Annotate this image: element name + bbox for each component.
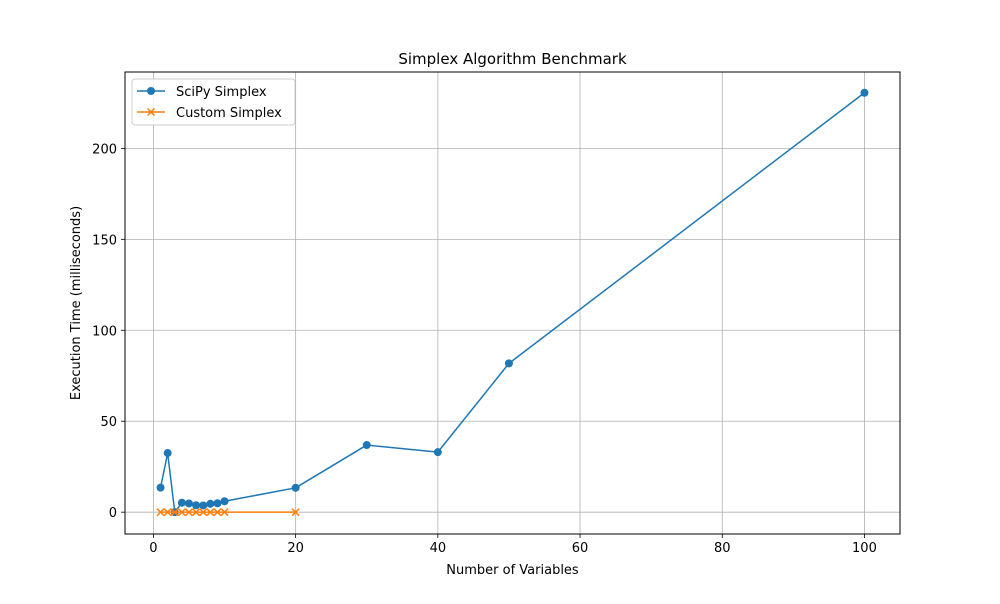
data-point-scipy-simplex — [192, 501, 201, 510]
series-layer — [156, 88, 869, 517]
data-point-custom-simplex — [213, 508, 222, 517]
data-point-scipy-simplex — [184, 499, 193, 508]
y-axis-label: Execution Time (milliseconds) — [69, 206, 84, 400]
plot-frame — [124, 71, 901, 535]
y-tick-label: 150 — [92, 233, 117, 248]
data-point-scipy-simplex — [163, 449, 172, 458]
data-point-custom-simplex — [206, 508, 215, 517]
tick-layer: 0 20 40 60 80 100 0 50 100 150 200 — [92, 142, 877, 556]
x-tick-label: 40 — [430, 541, 447, 556]
legend-box — [131, 78, 296, 126]
data-point-custom-simplex — [199, 508, 208, 517]
data-point-custom-simplex — [170, 508, 179, 517]
y-tick-label: 50 — [100, 415, 117, 430]
grid-layer — [125, 72, 900, 534]
legend-marker-custom — [146, 107, 156, 117]
data-point-custom-simplex — [177, 508, 186, 517]
x-tick-label: 100 — [852, 541, 877, 556]
data-point-scipy-simplex — [213, 499, 222, 508]
x-tick-label: 0 — [149, 541, 157, 556]
data-point-custom-simplex — [163, 508, 172, 517]
data-point-scipy-simplex — [504, 359, 513, 368]
chart-title: Simplex Algorithm Benchmark — [398, 50, 627, 68]
data-point-custom-simplex — [291, 508, 300, 517]
data-point-scipy-simplex — [177, 498, 186, 507]
data-point-scipy-simplex — [156, 483, 165, 492]
y-tick-label: 200 — [92, 142, 117, 157]
data-point-scipy-simplex — [362, 441, 371, 450]
data-point-custom-simplex — [192, 508, 201, 517]
data-point-custom-simplex — [156, 508, 165, 517]
data-point-scipy-simplex — [199, 501, 208, 510]
data-point-scipy-simplex — [860, 88, 869, 97]
data-point-custom-simplex — [220, 508, 229, 517]
legend-label-custom: Custom Simplex — [176, 106, 282, 121]
legend-marker-scipy — [147, 87, 155, 95]
data-point-scipy-simplex — [206, 499, 215, 508]
x-tick-label: 80 — [714, 541, 731, 556]
legend: SciPy Simplex Custom Simplex — [131, 78, 296, 126]
data-point-scipy-simplex — [433, 448, 442, 457]
x-axis-label: Number of Variables — [446, 563, 579, 578]
data-point-custom-simplex — [184, 508, 194, 517]
data-point-scipy-simplex — [220, 497, 229, 506]
x-tick-label: 20 — [287, 541, 304, 556]
y-tick-label: 100 — [92, 324, 117, 339]
x-tick-label: 60 — [572, 541, 589, 556]
y-tick-label: 0 — [109, 506, 117, 521]
data-point-scipy-simplex — [291, 483, 300, 492]
legend-label-scipy: SciPy Simplex — [176, 85, 267, 100]
